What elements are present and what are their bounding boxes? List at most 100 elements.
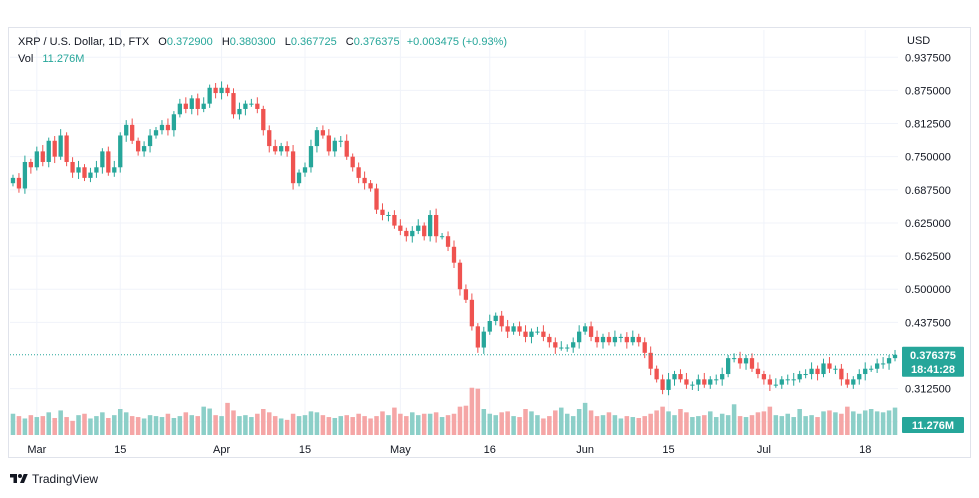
volume-bar bbox=[618, 418, 624, 435]
candle-body bbox=[672, 374, 677, 380]
candle-body bbox=[52, 140, 57, 157]
x-tick-label: 16 bbox=[484, 444, 496, 456]
candle-body bbox=[159, 124, 165, 131]
y-tick-label: 0.437500 bbox=[905, 317, 951, 329]
y-tick-label: 0.625000 bbox=[905, 218, 951, 230]
candle-body bbox=[708, 379, 713, 385]
last-price-label: 0.376375 bbox=[910, 350, 956, 362]
volume-bar bbox=[636, 417, 642, 435]
volume-bar bbox=[886, 410, 892, 435]
volume-bar bbox=[213, 415, 218, 435]
volume-bar bbox=[517, 417, 522, 435]
volume-bar bbox=[278, 418, 284, 435]
volume-bar bbox=[398, 413, 403, 435]
tradingview-footer[interactable]: TradingView bbox=[10, 472, 98, 486]
candle-body bbox=[565, 347, 570, 349]
volume-bar bbox=[481, 409, 487, 435]
symbol-label[interactable]: XRP / U.S. Dollar, 1D, FTX bbox=[18, 36, 150, 48]
volume-bar bbox=[338, 416, 344, 435]
candle-body bbox=[553, 342, 558, 348]
volume-bar bbox=[284, 419, 290, 435]
candle-body bbox=[112, 167, 117, 173]
volume-bar bbox=[302, 415, 308, 435]
volume-bar bbox=[201, 406, 206, 435]
y-tick-label: 0.312500 bbox=[905, 384, 951, 396]
change-value: +0.003475 (+0.93%) bbox=[406, 36, 508, 48]
volume-bar bbox=[469, 387, 475, 435]
candle-body bbox=[618, 336, 624, 338]
candle-body bbox=[141, 146, 147, 152]
candle-body bbox=[588, 326, 594, 337]
volume-bar bbox=[749, 415, 755, 435]
candle-body bbox=[559, 347, 564, 349]
volume-bar bbox=[851, 411, 856, 435]
volume-bar bbox=[499, 412, 504, 435]
volume-bar bbox=[88, 418, 93, 435]
candle-body bbox=[171, 114, 177, 131]
volume-bar bbox=[195, 416, 200, 435]
candle-body bbox=[535, 331, 540, 333]
candle-body bbox=[869, 368, 874, 370]
candle-body bbox=[720, 374, 725, 380]
volume-bar bbox=[94, 416, 99, 435]
volume-bar bbox=[82, 413, 87, 435]
candle-body bbox=[16, 177, 22, 189]
candle-body bbox=[767, 379, 773, 385]
candle-body bbox=[189, 98, 194, 109]
candle-body bbox=[243, 103, 248, 109]
candle-body bbox=[660, 379, 665, 390]
x-tick-label: 18 bbox=[859, 444, 871, 456]
volume-bar bbox=[541, 418, 546, 435]
volume-bar bbox=[821, 411, 826, 435]
candle-body bbox=[58, 135, 63, 157]
candle-body bbox=[255, 103, 260, 109]
x-tick-label: May bbox=[390, 444, 411, 456]
candle-body bbox=[195, 98, 200, 109]
volume-bar bbox=[559, 407, 564, 435]
candle-body bbox=[714, 379, 719, 381]
candle-body bbox=[773, 384, 778, 386]
volume-bar bbox=[380, 411, 385, 435]
close-label: C bbox=[345, 36, 354, 48]
candle-body bbox=[64, 135, 69, 162]
candle-body bbox=[368, 183, 373, 189]
candle-body bbox=[231, 93, 236, 115]
volume-bar bbox=[392, 407, 397, 435]
volume-bar bbox=[475, 388, 481, 435]
x-tick-label: 15 bbox=[299, 444, 311, 456]
volume-bar bbox=[308, 411, 314, 435]
candle-body bbox=[118, 135, 123, 168]
candle-body bbox=[422, 225, 427, 237]
candle-body bbox=[803, 374, 808, 376]
candle-body bbox=[386, 214, 391, 216]
last-volume-box bbox=[902, 417, 964, 433]
volume-bar bbox=[64, 417, 69, 435]
volume-bar bbox=[326, 417, 332, 435]
candle-body bbox=[755, 368, 761, 375]
volume-bar bbox=[177, 416, 183, 435]
y-tick-label: 0.562500 bbox=[905, 251, 951, 263]
high-label: H bbox=[221, 36, 230, 48]
candle-body bbox=[273, 146, 278, 152]
chart-legend: XRP / U.S. Dollar, 1D, FTX O0.372900 H0.… bbox=[18, 34, 507, 68]
candle-body bbox=[34, 151, 39, 168]
x-tick-label: 15 bbox=[114, 444, 126, 456]
volume-bar bbox=[22, 418, 28, 435]
volume-bar bbox=[374, 416, 379, 435]
y-tick-label: 0.750000 bbox=[905, 152, 951, 164]
volume-bar bbox=[261, 409, 266, 435]
candle-body bbox=[845, 379, 850, 385]
candle-body bbox=[577, 331, 582, 343]
volume-bar bbox=[171, 417, 177, 435]
candle-body bbox=[749, 358, 755, 369]
x-tick-label: Jun bbox=[576, 444, 594, 456]
volume-bar bbox=[594, 416, 600, 435]
volume-bar bbox=[856, 413, 862, 435]
volume-bar bbox=[666, 411, 671, 435]
volume-bar bbox=[684, 412, 689, 435]
volume-bar bbox=[785, 413, 791, 435]
candle-body bbox=[416, 225, 421, 231]
volume-bar bbox=[719, 413, 725, 435]
candle-body bbox=[76, 167, 81, 173]
